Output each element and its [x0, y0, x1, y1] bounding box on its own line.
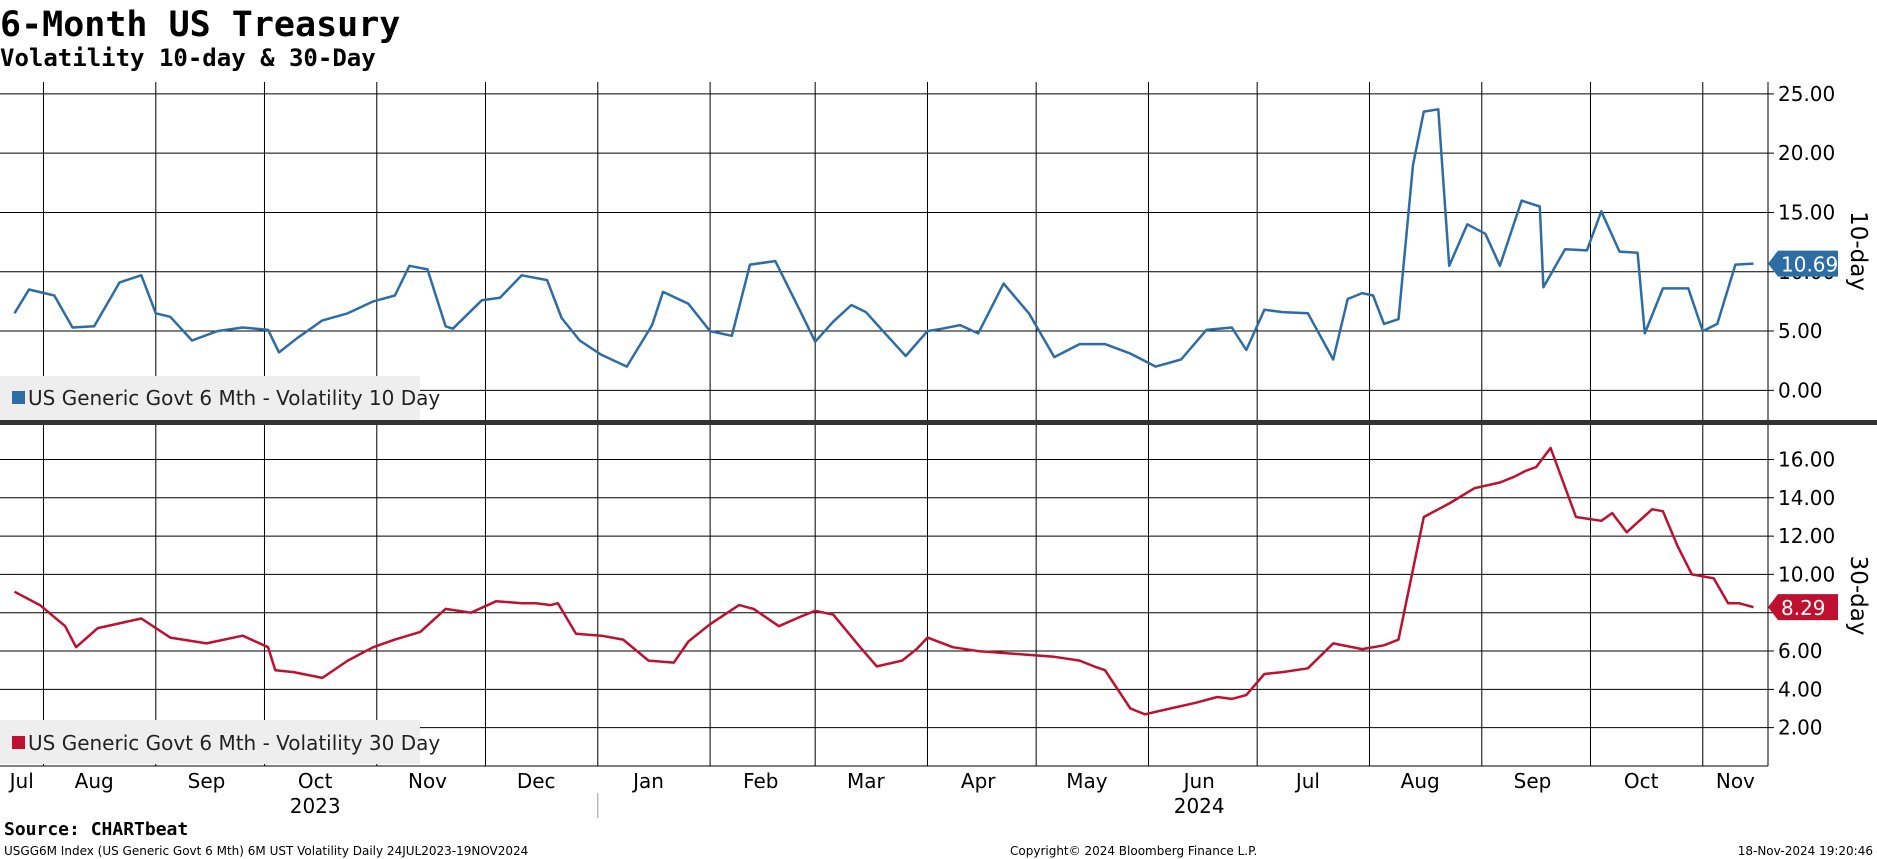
legend-10-day-swatch [12, 391, 25, 404]
10-day-ytick-label-1: 20.00 [1778, 141, 1835, 165]
legend-30-day-background [0, 720, 420, 764]
month-label-9: Apr [961, 769, 996, 793]
month-label-1: Aug [75, 769, 114, 793]
month-label-4: Nov [408, 769, 447, 793]
30-day-ytick-label-6: 4.00 [1778, 677, 1823, 701]
10-day-ytick-label-2: 15.00 [1778, 200, 1835, 224]
legend-10-day-background [0, 376, 420, 420]
30-day-last-value-tag [1768, 594, 1838, 621]
30-day-ytick-label-0: 16.00 [1778, 447, 1835, 471]
legend-10-day: US Generic Govt 6 Mth - Volatility 10 Da… [0, 376, 440, 420]
axis-layer: 25.00 20.00 15.00 10.00 5.00 0.00 10.69 10-day 1… [8, 82, 1871, 818]
10-day-ytick-label-5: 0.00 [1778, 378, 1823, 402]
month-label-5: Dec [517, 769, 556, 793]
month-label-6: Jan [631, 769, 664, 793]
month-label-11: Jun [1182, 769, 1215, 793]
chart-subtitle: Volatility 10-day & 30-Day [0, 44, 376, 72]
ticker-info: USGG6M Index (US Generic Govt 6 Mth) 6M … [4, 844, 528, 858]
30-day-ytick-label-1: 14.00 [1778, 486, 1835, 510]
month-label-16: Nov [1716, 769, 1755, 793]
legend-10-day-label: US Generic Govt 6 Mth - Volatility 10 Da… [28, 386, 440, 410]
chart-title: 6-Month US Treasury [0, 5, 400, 45]
10-day-last-value-tag [1768, 250, 1838, 277]
month-label-8: Mar [847, 769, 886, 793]
source-label: Source: CHARTbeat [4, 819, 188, 840]
month-label-13: Aug [1401, 769, 1440, 793]
month-label-3: Oct [298, 769, 333, 793]
10-day-ytick-label-0: 25.00 [1778, 82, 1835, 106]
10-day-series-line [13, 108, 1754, 368]
month-label-12: Jul [1294, 769, 1320, 793]
legend-30-day: US Generic Govt 6 Mth - Volatility 30 Da… [0, 720, 440, 764]
legend-30-day-label: US Generic Govt 6 Mth - Volatility 30 Da… [28, 731, 440, 755]
panel-divider[interactable] [0, 420, 1877, 425]
10-day-last-value-label: 10.69 [1781, 253, 1838, 277]
month-label-15: Oct [1624, 769, 1659, 793]
month-label-7: Feb [743, 769, 778, 793]
year-label-2023: 2023 [290, 794, 341, 818]
10-day-ytick-label-4: 5.00 [1778, 319, 1823, 343]
30-day-series-line [13, 446, 1754, 716]
year-label-2024: 2024 [1174, 794, 1225, 818]
series-layer [13, 108, 1754, 716]
30-day-ytick-label-2: 12.00 [1778, 524, 1835, 548]
30-day-ytick-label-5: 6.00 [1778, 639, 1823, 663]
30-day-ytick-label-7: 2.00 [1778, 716, 1823, 740]
month-label-14: Sep [1514, 769, 1552, 793]
30-day-ytick-label-3: 10.00 [1778, 562, 1835, 586]
month-label-2: Sep [188, 769, 226, 793]
month-label-0: Jul [8, 769, 34, 793]
10-day-axis-side-label: 10-day [1845, 211, 1871, 291]
timestamp: 18-Nov-2024 19:20:46 [1738, 844, 1873, 858]
month-label-10: May [1066, 769, 1108, 793]
30-day-last-value-label: 8.29 [1781, 596, 1826, 620]
30-day-axis-side-label: 30-day [1845, 556, 1871, 636]
legend-30-day-swatch [12, 736, 25, 749]
copyright: Copyright© 2024 Bloomberg Finance L.P. [1010, 844, 1257, 858]
